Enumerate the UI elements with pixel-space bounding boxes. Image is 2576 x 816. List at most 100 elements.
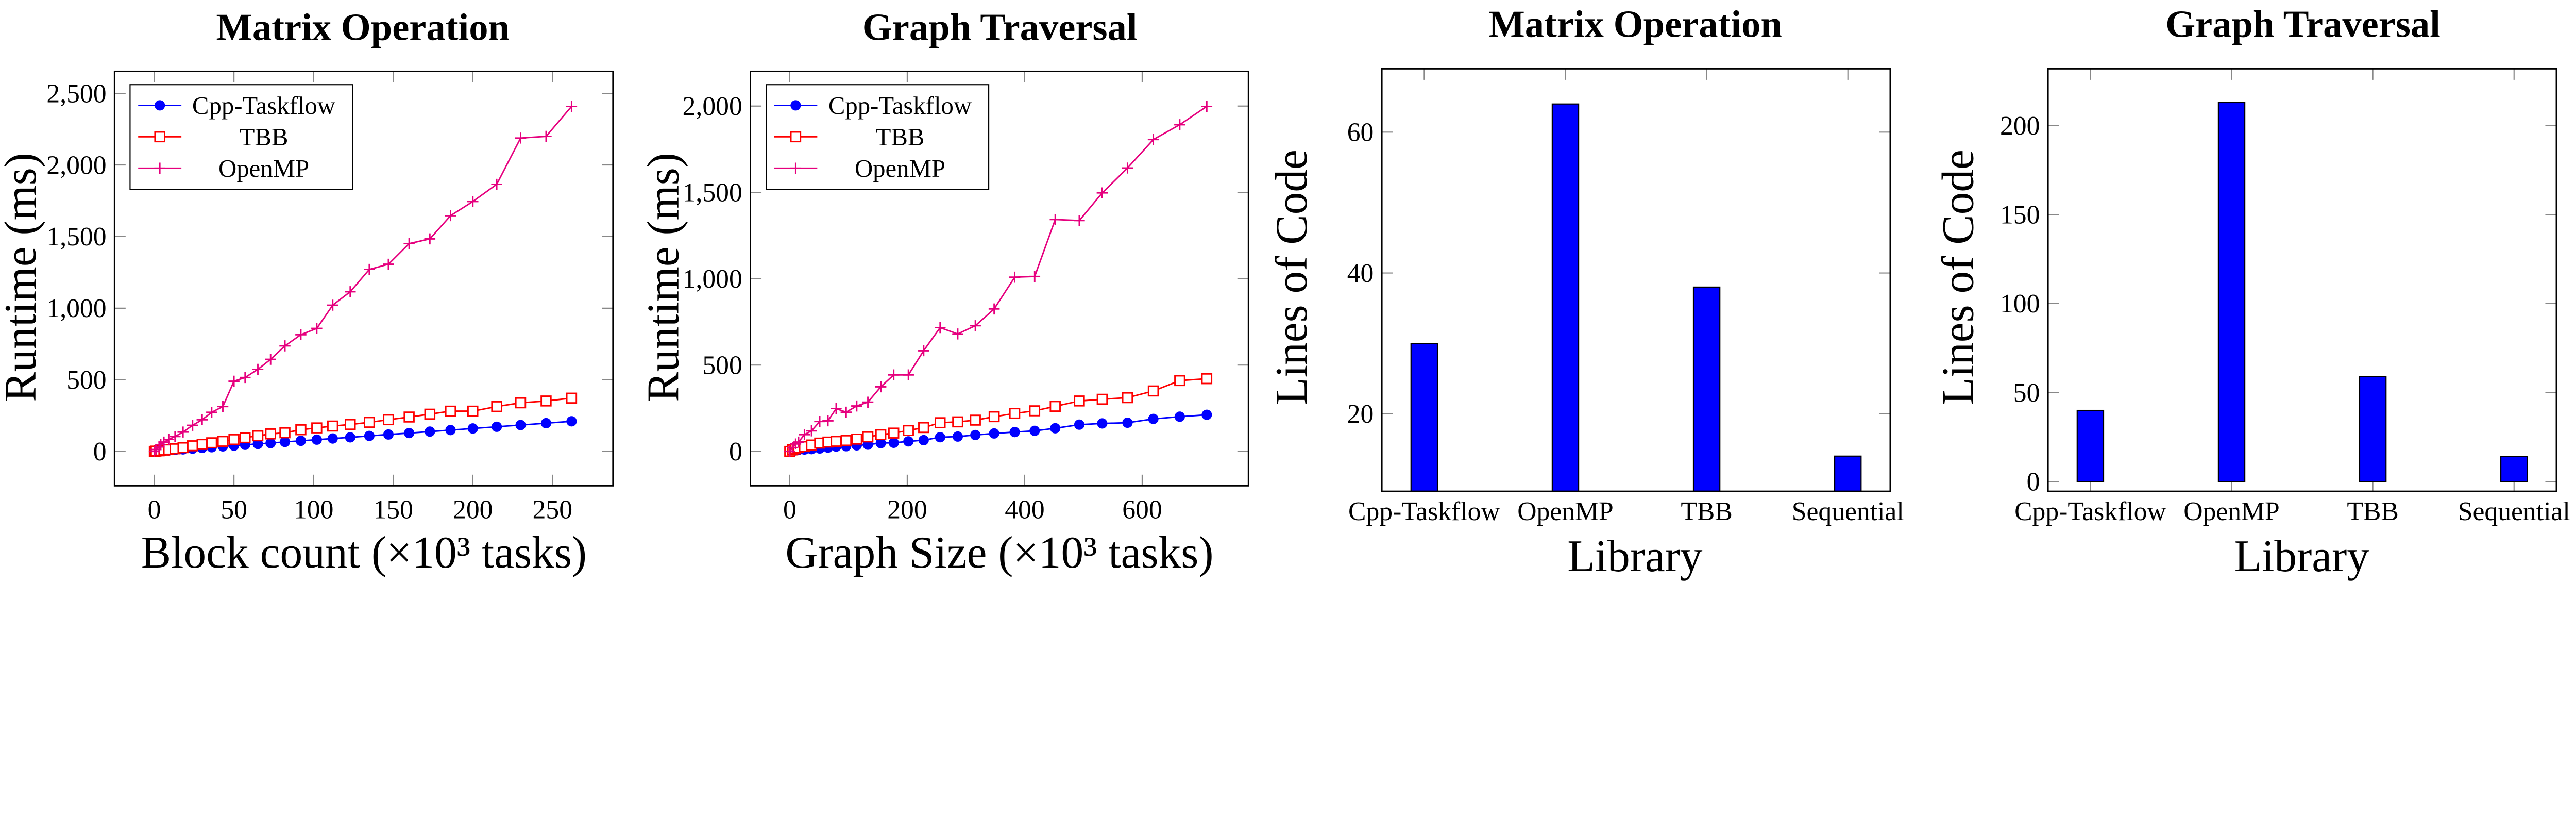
data-point (1147, 385, 1159, 397)
bar-openmp (1551, 103, 1580, 492)
x-tick-label: 50 (221, 495, 247, 524)
data-point (1074, 215, 1085, 226)
data-point (1009, 427, 1020, 438)
data-point (1074, 419, 1084, 430)
data-point (515, 132, 527, 144)
chart-title: Matrix Operation (216, 6, 510, 48)
data-point (163, 434, 175, 445)
data-point (345, 286, 356, 297)
data-point (240, 432, 251, 443)
data-point (888, 437, 899, 448)
data-point (467, 196, 479, 207)
data-point (952, 431, 963, 442)
data-point (1174, 119, 1185, 130)
series-tbb (784, 373, 1213, 457)
chart-title: Matrix Operation (1488, 4, 1782, 46)
data-point (327, 420, 338, 432)
data-point (279, 437, 291, 447)
data-point (918, 345, 929, 357)
y-tick-label: 1,000 (683, 264, 742, 294)
data-point (989, 428, 999, 439)
data-point (934, 322, 946, 334)
data-point (445, 405, 456, 417)
x-tick-label: 400 (1005, 495, 1044, 524)
data-point (918, 422, 929, 434)
data-point (196, 414, 208, 426)
data-point (403, 411, 415, 423)
bar-sequential (1834, 455, 1862, 492)
data-point (265, 354, 276, 365)
data-point (206, 437, 217, 448)
data-point (240, 372, 251, 384)
data-point (515, 420, 526, 430)
plot-area: 20 40 60 Cpp-Taskflow OpenMP TBB Sequential (1347, 68, 1904, 526)
data-point (540, 418, 551, 428)
x-tick-label: 100 (294, 495, 333, 524)
data-point (364, 430, 375, 441)
series-openmp (148, 101, 578, 457)
legend-label: OpenMP (218, 155, 309, 182)
data-point (177, 426, 189, 438)
x-tick-label: 200 (887, 495, 927, 524)
data-point (1074, 395, 1085, 407)
data-point (445, 210, 456, 222)
data-point (311, 422, 323, 434)
data-point (311, 434, 322, 445)
data-point (327, 299, 338, 311)
y-tick-label: 0 (729, 437, 742, 467)
series-tbb (148, 392, 578, 457)
data-point (970, 320, 981, 331)
chart-title: Graph Traversal (2165, 4, 2441, 46)
legend-label: Cpp-Taskflow (192, 92, 335, 120)
y-tick-label: 200 (2000, 111, 2040, 141)
data-point (566, 392, 578, 404)
x-tick-label: TBB (1681, 497, 1732, 526)
plot-frame (1381, 68, 1891, 492)
data-point (888, 369, 900, 381)
legend-marker (154, 131, 165, 143)
data-point (1029, 425, 1040, 436)
data-point (903, 436, 914, 447)
data-point (934, 417, 946, 428)
y-tick-label: 100 (2000, 289, 2040, 319)
data-point (206, 407, 217, 418)
data-point (491, 401, 502, 412)
bar-tbb (1692, 286, 1721, 492)
x-tick-label: Cpp-Taskflow (1348, 497, 1500, 526)
data-point (1050, 423, 1061, 434)
data-point (383, 414, 394, 426)
y-tick-label: 1,500 (683, 178, 742, 207)
chart-matrix-loc: Matrix Operation Library Lines of Code 2… (1266, 4, 1904, 581)
data-point (822, 415, 834, 427)
data-point (903, 369, 914, 381)
y-tick-label: 0 (2027, 467, 2040, 496)
data-point (903, 425, 914, 436)
data-point (566, 416, 577, 427)
data-point (345, 419, 356, 430)
y-tick-label: 60 (1347, 118, 1374, 147)
legend-samples (138, 100, 182, 174)
data-point (1174, 411, 1185, 422)
data-point (1174, 375, 1185, 387)
x-axis-label: Block count (×10³ tasks) (141, 527, 587, 577)
x-tick-label: Sequential (1792, 497, 1904, 526)
data-point (851, 434, 862, 445)
x-tick-label: 150 (373, 495, 413, 524)
y-tick-label: 20 (1347, 399, 1374, 429)
data-point (831, 436, 842, 447)
chart-title: Graph Traversal (862, 6, 1138, 48)
data-point (952, 328, 963, 340)
x-tick-label: 600 (1122, 495, 1162, 524)
y-axis-label: Lines of Code (1933, 149, 1983, 405)
data-point (445, 425, 456, 436)
data-point (311, 323, 323, 334)
legend-marker (154, 162, 165, 174)
data-point (1096, 187, 1108, 198)
data-point (1122, 392, 1133, 404)
legend-label: TBB (240, 123, 289, 151)
legend: Cpp-Taskflow TBB OpenMP (129, 84, 353, 190)
y-tick-label: 500 (66, 365, 106, 395)
data-point (228, 434, 240, 445)
legend-samples (774, 100, 818, 174)
data-point (862, 396, 874, 408)
